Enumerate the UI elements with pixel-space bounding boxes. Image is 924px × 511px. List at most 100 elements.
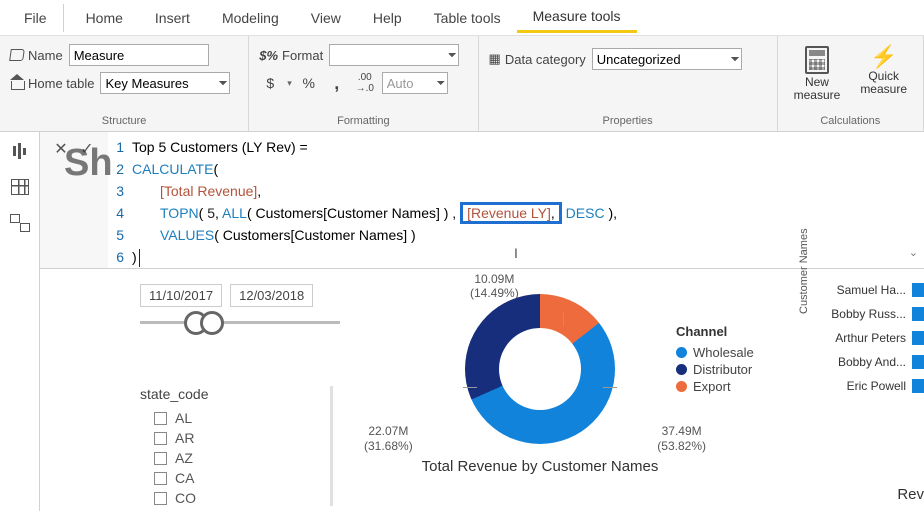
formula-commit-button[interactable]: ✓ — [76, 138, 98, 160]
menu-help[interactable]: Help — [357, 4, 418, 32]
checkbox-icon — [154, 432, 167, 445]
bar-segment — [912, 307, 924, 321]
bar-segment — [912, 355, 924, 369]
bar-segment — [912, 331, 924, 345]
model-view-icon[interactable] — [10, 214, 30, 232]
ribbon-group-calculations: New measure ⚡ Quick measure Calculations — [778, 36, 924, 131]
checkbox-icon — [154, 472, 167, 485]
percent-button[interactable]: % — [298, 72, 320, 94]
ribbon-group-structure: Name Home table Structure — [0, 36, 249, 131]
swatch-icon — [676, 381, 687, 392]
rev-title-fragment: Rev — [897, 486, 924, 503]
currency-button[interactable]: $ — [259, 72, 281, 94]
customer-row[interactable]: Eric Powell — [818, 374, 924, 398]
bar-segment — [912, 283, 924, 297]
state-option-ca[interactable]: CA — [140, 468, 209, 488]
date-end-input[interactable]: 12/03/2018 — [230, 284, 313, 307]
bolt-icon: ⚡ — [870, 46, 897, 68]
calculator-icon — [805, 46, 829, 74]
menu-table-tools[interactable]: Table tools — [418, 4, 517, 32]
formula-expand-icon[interactable]: ⌄ — [909, 242, 918, 264]
date-range-slider[interactable] — [140, 321, 340, 324]
legend-header: Channel — [676, 324, 754, 339]
calculations-group-label: Calculations — [788, 113, 913, 129]
checkbox-icon — [154, 452, 167, 465]
format-combo[interactable] — [329, 44, 459, 66]
donut-title: Total Revenue by Customer Names — [410, 458, 670, 475]
formula-cancel-button[interactable]: ✕ — [50, 138, 72, 160]
home-table-combo[interactable] — [100, 72, 230, 94]
visual-divider — [330, 386, 333, 506]
menu-file[interactable]: File — [8, 4, 64, 32]
text-cursor — [139, 249, 140, 267]
new-measure-button[interactable]: New measure — [788, 44, 847, 104]
dax-line-4: TOPN( 5, ALL( Customers[Customer Names] … — [132, 202, 617, 224]
measure-name-input[interactable] — [69, 44, 209, 66]
state-option-ar[interactable]: AR — [140, 428, 209, 448]
structure-group-label: Structure — [10, 113, 238, 129]
checkbox-icon — [154, 492, 167, 505]
quick-measure-button[interactable]: ⚡ Quick measure — [854, 44, 913, 98]
bar-segment — [912, 379, 924, 393]
dax-line-2: CALCULATE( — [132, 158, 218, 180]
state-slicer-header: state_code — [140, 386, 209, 402]
customers-axis-title: Customer Names — [798, 228, 810, 314]
ribbon-group-properties: ▦ Data category Properties — [479, 36, 778, 131]
swatch-icon — [676, 347, 687, 358]
customer-row[interactable]: Bobby Russ... — [818, 302, 924, 326]
dax-line-5: VALUES( Customers[Customer Names] ) — [132, 224, 416, 246]
legend-item-export[interactable]: Export — [676, 379, 754, 394]
comma-button[interactable]: , — [326, 72, 348, 94]
decimals-button[interactable]: .00→.0 — [354, 72, 376, 94]
highlighted-measure-ref: [Revenue LY], — [460, 202, 562, 224]
donut-legend: Channel Wholesale Distributor Export — [676, 324, 754, 396]
menu-insert[interactable]: Insert — [139, 4, 206, 32]
customers-bar-visual[interactable]: Customer Names Samuel Ha...Bobby Russ...… — [804, 278, 924, 398]
state-slicer[interactable]: state_code ALARAZCACO — [140, 386, 209, 508]
donut-chart[interactable] — [465, 294, 615, 444]
customer-row[interactable]: Bobby And... — [818, 350, 924, 374]
report-canvas: 11/10/2017 12/03/2018 state_code ALARAZC… — [40, 276, 924, 511]
menu-view[interactable]: View — [295, 4, 357, 32]
report-view-icon[interactable] — [10, 142, 30, 160]
data-category-combo[interactable] — [592, 48, 742, 70]
state-option-al[interactable]: AL — [140, 408, 209, 428]
ribbon-group-formatting: $% Format $ ▾ % , .00→.0 Formatting — [249, 36, 478, 131]
date-slicer[interactable]: 11/10/2017 12/03/2018 — [140, 284, 340, 324]
formula-area: ✕ ✓ Sh 1Top 5 Customers (LY Rev) = 2CALC… — [40, 132, 924, 269]
customer-row[interactable]: Samuel Ha... — [818, 278, 924, 302]
donut-chart-visual[interactable]: 10.09M (14.49%) 37.49M (53.82%) 22.07M (… — [410, 276, 670, 475]
state-option-co[interactable]: CO — [140, 488, 209, 508]
customer-row[interactable]: Arthur Peters — [818, 326, 924, 350]
name-label: Name — [10, 48, 63, 63]
ribbon: Name Home table Structure $% Format $ ▾ … — [0, 36, 924, 132]
currency-dropdown-icon[interactable]: ▾ — [287, 78, 292, 89]
legend-item-wholesale[interactable]: Wholesale — [676, 345, 754, 360]
home-table-label: Home table — [10, 76, 94, 91]
data-category-label: ▦ Data category — [489, 51, 586, 67]
donut-label-wholesale: 37.49M (53.82%) — [657, 424, 706, 453]
left-nav-rail — [0, 132, 40, 511]
swatch-icon — [676, 364, 687, 375]
donut-label-distributor: 22.07M (31.68%) — [364, 424, 413, 453]
dax-line-1: Top 5 Customers (LY Rev) = — [132, 136, 308, 158]
tag-icon — [9, 49, 25, 61]
formula-bar: ✕ ✓ Sh 1Top 5 Customers (LY Rev) = 2CALC… — [40, 132, 924, 269]
decimals-auto-combo[interactable] — [382, 72, 448, 94]
formatting-group-label: Formatting — [259, 113, 467, 129]
date-start-input[interactable]: 11/10/2017 — [140, 284, 222, 307]
format-label: $% Format — [259, 48, 323, 63]
house-icon — [10, 76, 24, 90]
donut-label-export: 10.09M (14.49%) — [470, 272, 519, 301]
menubar: File Home Insert Modeling View Help Tabl… — [0, 0, 924, 36]
properties-group-label: Properties — [489, 113, 767, 129]
menu-home[interactable]: Home — [70, 4, 139, 32]
menu-measure-tools[interactable]: Measure tools — [517, 2, 637, 33]
menu-modeling[interactable]: Modeling — [206, 4, 295, 32]
dax-line-6: ) — [132, 246, 140, 268]
state-option-az[interactable]: AZ — [140, 448, 209, 468]
legend-item-distributor[interactable]: Distributor — [676, 362, 754, 377]
dax-line-3: [Total Revenue], — [132, 180, 261, 202]
checkbox-icon — [154, 412, 167, 425]
data-view-icon[interactable] — [10, 178, 30, 196]
